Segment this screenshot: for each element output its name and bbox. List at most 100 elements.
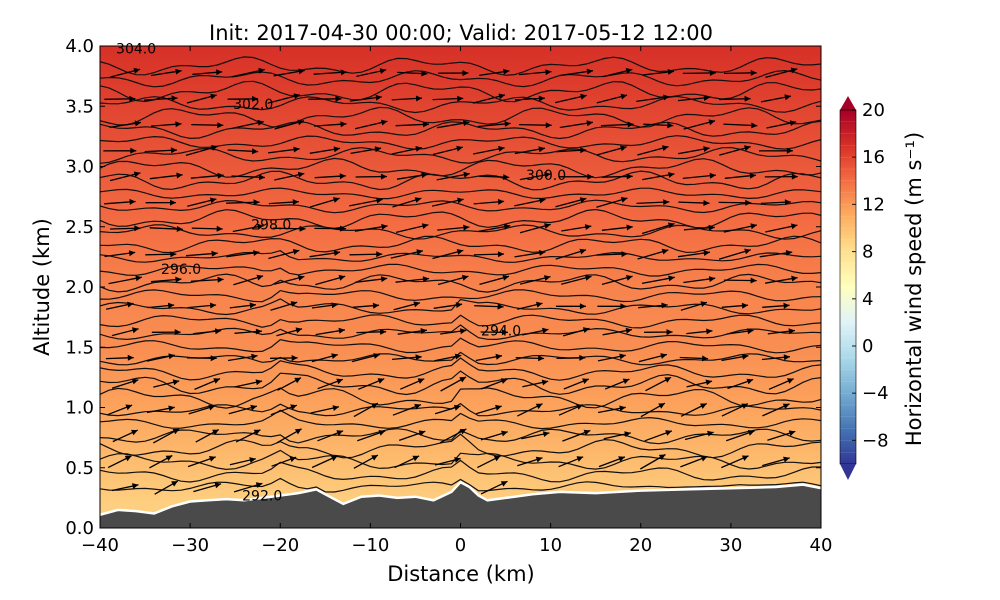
- wind-arrow: [187, 302, 217, 309]
- terrain-edge: [99, 480, 822, 516]
- wind-arrow: [151, 329, 181, 336]
- wind-arrow: [596, 145, 627, 156]
- theta-contour-line: [100, 409, 821, 430]
- wind-arrow: [521, 431, 550, 440]
- wind-arrow: [558, 404, 584, 416]
- theta-contour-line: [100, 402, 821, 417]
- wind-arrow: [357, 430, 386, 442]
- wind-arrow: [719, 145, 751, 156]
- theta-contour-line: [100, 187, 821, 200]
- wind-arrow: [309, 146, 341, 154]
- wind-arrow: [144, 147, 178, 154]
- theta-contour-line: [100, 337, 821, 354]
- wind-arrow: [195, 429, 220, 443]
- wind-arrow: [354, 119, 388, 130]
- wind-arrow: [521, 327, 549, 336]
- wind-arrow: [351, 353, 381, 363]
- wind-arrow: [601, 275, 633, 286]
- theta-contour-line: [100, 289, 821, 303]
- colorbar-tick-label: 20: [862, 100, 885, 121]
- y-tick-label: 3.0: [65, 157, 94, 178]
- wind-arrow: [597, 405, 626, 414]
- wind-arrow: [317, 430, 344, 442]
- y-tick-label: 0.0: [65, 518, 94, 539]
- wind-arrow: [227, 148, 259, 155]
- wind-arrow: [349, 197, 383, 207]
- wind-arrow: [108, 275, 142, 285]
- wind-arrow: [150, 68, 182, 77]
- theta-contour-line: [100, 387, 821, 409]
- wind-arrow: [682, 172, 716, 180]
- wind-arrow: [153, 379, 180, 388]
- wind-arrow: [397, 70, 428, 77]
- wind-arrow: [727, 378, 754, 390]
- wind-arrow: [146, 405, 175, 414]
- wind-arrow: [431, 197, 464, 207]
- wind-arrow: [562, 327, 590, 337]
- wind-arrow: [636, 94, 670, 103]
- wind-arrow: [474, 303, 504, 310]
- wind-arrow: [350, 146, 382, 155]
- wind-arrow: [274, 171, 305, 181]
- wind-arrow: [112, 429, 138, 443]
- wind-arrow: [268, 146, 300, 154]
- theta-contour-line: [100, 357, 821, 381]
- wind-arrow: [517, 456, 543, 467]
- wind-arrow: [522, 379, 549, 388]
- wind-arrow: [432, 249, 464, 260]
- x-tick-label: 30: [719, 535, 742, 556]
- wind-arrow: [678, 146, 710, 155]
- wind-arrow: [392, 403, 422, 416]
- y-tick-label: 0.5: [65, 458, 94, 479]
- wind-arrow: [154, 480, 179, 495]
- wind-arrow: [358, 378, 385, 390]
- theta-contour-line: [100, 263, 821, 277]
- wind-arrow: [432, 145, 463, 156]
- wind-arrow: [473, 145, 505, 155]
- y-tick-label: 2.0: [65, 277, 94, 298]
- wind-arrow: [104, 95, 136, 102]
- wind-arrow: [679, 355, 709, 362]
- wind-arrow: [110, 67, 141, 78]
- wind-arrow: [600, 121, 634, 128]
- wind-arrow: [596, 93, 628, 104]
- x-axis-label: Distance (km): [387, 562, 535, 586]
- colorbar-tick-label: −4: [862, 383, 889, 404]
- wind-arrow: [273, 68, 305, 77]
- wind-arrow: [149, 454, 173, 469]
- wind-arrow: [233, 482, 263, 493]
- wind-arrow: [268, 249, 300, 260]
- wind-arrow: [267, 93, 301, 104]
- wind-arrow: [473, 251, 505, 258]
- wind-arrow: [185, 250, 218, 257]
- x-tick-label: 40: [810, 535, 833, 556]
- wind-arrow: [598, 456, 626, 468]
- wind-arrow: [554, 93, 587, 104]
- wind-arrow: [479, 174, 510, 181]
- theta-contour-line: [100, 146, 821, 164]
- wind-arrow: [680, 301, 708, 311]
- wind-arrow: [227, 353, 258, 362]
- wind-arrow: [683, 224, 715, 231]
- wind-arrow: [596, 196, 628, 208]
- x-tick-label: 20: [629, 535, 652, 556]
- wind-arrow: [393, 301, 421, 311]
- wind-arrow: [433, 302, 463, 309]
- wind-arrow: [683, 276, 716, 284]
- wind-arrow: [596, 251, 628, 258]
- wind-arrow: [718, 199, 752, 206]
- wind-arrow: [597, 353, 626, 362]
- wind-arrow: [232, 223, 264, 233]
- wind-arrow: [563, 378, 590, 390]
- theta-contour-line: [100, 449, 821, 471]
- theta-contour-line: [100, 69, 821, 88]
- wind-arrow: [518, 122, 552, 129]
- wind-arrow: [760, 94, 792, 103]
- wind-arrow: [313, 121, 347, 128]
- wind-arrow: [349, 94, 382, 102]
- wind-arrow: [229, 457, 256, 466]
- wind-arrow: [314, 225, 347, 232]
- wind-arrow: [436, 171, 470, 181]
- colorbar: 20 16 12 8 4 0 −4 −8 Horizontal wind speed (m s…: [839, 96, 926, 480]
- x-axis-ticks: −40 −30 −20 −10 0 10 20 30 40: [81, 46, 832, 556]
